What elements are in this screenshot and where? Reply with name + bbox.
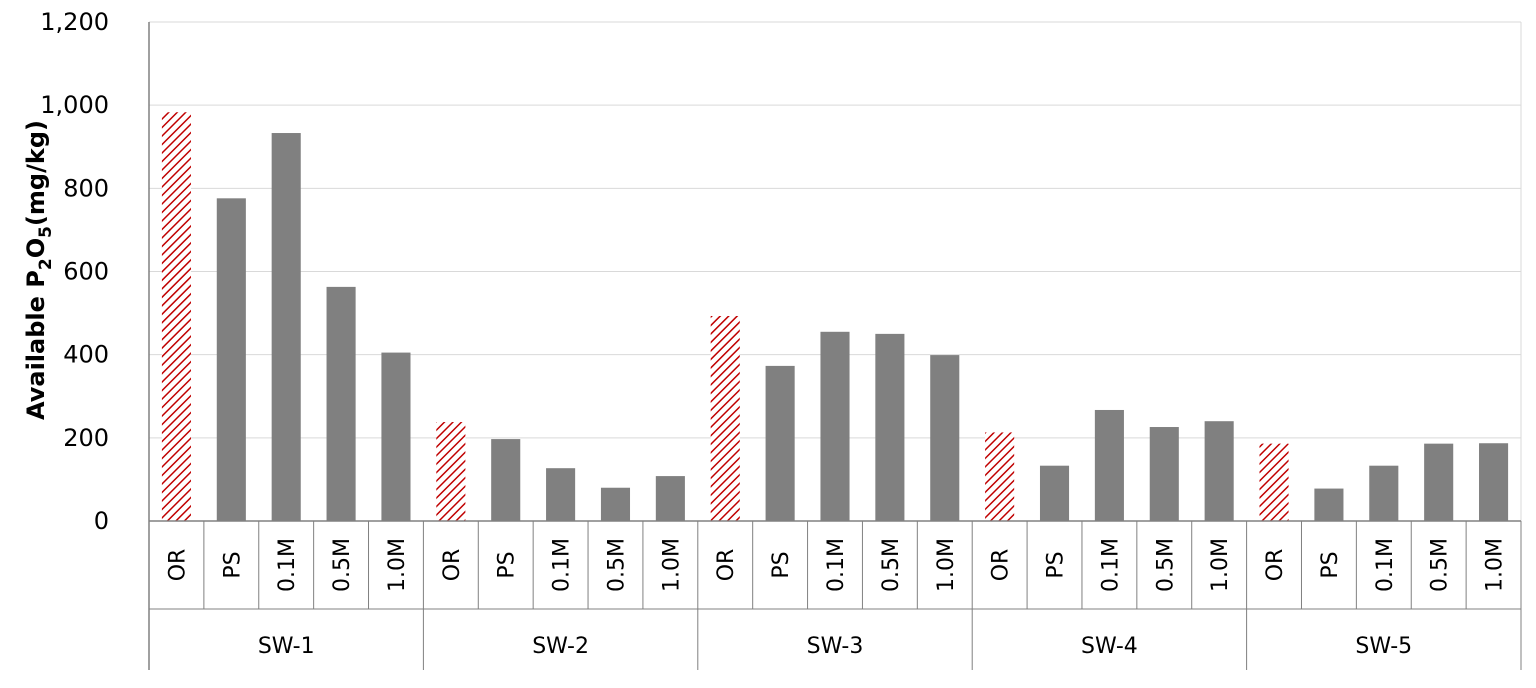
y-axis-title: Available P2O5(mg/kg)	[22, 120, 56, 420]
bar-sw-5-05m	[1424, 443, 1454, 521]
x-tick-label: 1.0M	[934, 538, 959, 592]
labels: 0 200 400 600 800 1,000 1,200 OR PS 0.1M 0.5M 1.0M S…	[40, 8, 1507, 659]
bar-sw-1-01m	[271, 133, 301, 521]
group-label: SW-1	[258, 634, 315, 659]
x-tick-label: PS	[1318, 551, 1343, 578]
bar-sw-3-or	[710, 315, 740, 521]
bar-sw-1-ps	[216, 198, 246, 521]
x-tick-label: 0.5M	[604, 538, 629, 592]
axes	[148, 22, 1522, 670]
bar-sw-5-ps	[1314, 488, 1344, 521]
x-tick-label: 0.1M	[550, 538, 575, 592]
bar-sw-2-10m	[655, 476, 685, 521]
x-tick-label: 1.0M	[1208, 538, 1233, 592]
bar-sw-3-10m	[930, 355, 960, 521]
y-axis-title-part: Available P	[22, 270, 50, 420]
x-tick-label: OR	[440, 549, 465, 582]
y-tick-label: 200	[63, 424, 109, 452]
bar-sw-2-or	[436, 422, 466, 521]
x-tick-label: 1.0M	[659, 538, 684, 592]
x-tick-label: PS	[220, 551, 245, 578]
y-axis-title-part: (mg/kg)	[22, 120, 50, 226]
bar-sw-3-01m	[820, 331, 850, 521]
bar-sw-4-ps	[1039, 465, 1070, 521]
y-axis-title-sub: 2	[36, 258, 56, 270]
x-tick-label: OR	[165, 549, 190, 582]
x-tick-label: OR	[989, 549, 1014, 582]
x-tick-label: OR	[1263, 549, 1288, 582]
x-tick-label: OR	[714, 549, 739, 582]
x-tick-label: 1.0M	[1483, 538, 1508, 592]
bar-sw-1-05m	[326, 286, 356, 521]
x-tick-label: 0.5M	[330, 538, 355, 592]
bar-sw-5-10m	[1479, 443, 1509, 521]
y-axis-title-part: O	[22, 238, 50, 258]
x-tick-label: PS	[1044, 551, 1069, 578]
x-tick-label: 0.1M	[1098, 538, 1123, 592]
y-tick-label: 400	[63, 341, 109, 369]
bar-sw-4-01m	[1094, 409, 1124, 521]
x-tick-label: 0.1M	[824, 538, 849, 592]
x-tick-label: 0.1M	[275, 538, 300, 592]
bar-sw-4-or	[985, 432, 1015, 521]
y-tick-label: 800	[63, 174, 109, 202]
bar-sw-1-or	[161, 112, 191, 521]
x-tick-label: PS	[769, 551, 794, 578]
bar-sw-3-05m	[875, 333, 905, 521]
x-tick-label: 0.1M	[1373, 538, 1398, 592]
x-tick-label: 0.5M	[1153, 538, 1178, 592]
bar-sw-2-01m	[546, 468, 576, 521]
group-label: SW-4	[1081, 634, 1138, 659]
bar-sw-2-ps	[491, 439, 521, 521]
bar-sw-4-05m	[1149, 427, 1179, 521]
x-tick-label: 1.0M	[385, 538, 410, 592]
y-axis-title-sub: 5	[36, 226, 56, 238]
group-label: SW-5	[1355, 634, 1412, 659]
bar-sw-1-10m	[381, 352, 411, 521]
x-tick-label: 0.5M	[879, 538, 904, 592]
bar-sw-5-01m	[1369, 465, 1399, 521]
x-tick-label: PS	[495, 551, 520, 578]
gridlines	[149, 21, 1522, 521]
bar-sw-5-or	[1259, 443, 1289, 521]
y-tick-label: 1,200	[40, 8, 109, 36]
bar-sw-3-ps	[765, 365, 795, 521]
x-tick-label: 0.5M	[1428, 538, 1453, 592]
y-tick-label: 0	[94, 507, 109, 535]
bars	[161, 112, 1509, 521]
group-label: SW-3	[807, 634, 864, 659]
bar-sw-2-05m	[600, 487, 631, 521]
y-tick-label: 1,000	[40, 91, 109, 119]
group-label: SW-2	[532, 634, 589, 659]
bar-sw-4-10m	[1204, 421, 1234, 521]
y-tick-label: 600	[63, 258, 109, 286]
